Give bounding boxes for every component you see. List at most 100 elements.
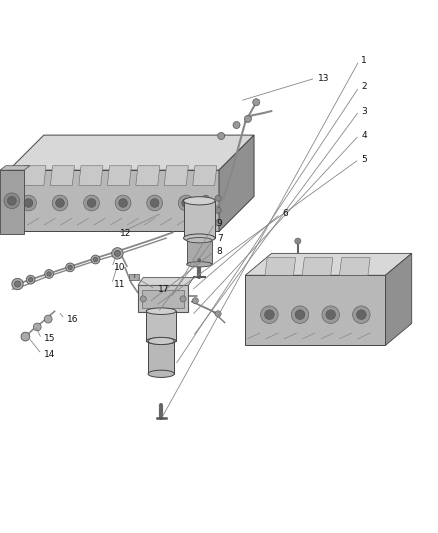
Circle shape — [265, 310, 274, 319]
Polygon shape — [142, 290, 184, 308]
Polygon shape — [136, 166, 160, 185]
Circle shape — [33, 323, 41, 331]
Circle shape — [14, 281, 21, 287]
Text: 16: 16 — [67, 314, 78, 324]
Polygon shape — [339, 258, 370, 275]
Polygon shape — [50, 166, 74, 185]
Ellipse shape — [184, 197, 215, 205]
Circle shape — [178, 195, 194, 211]
Circle shape — [56, 199, 64, 207]
Circle shape — [21, 332, 30, 341]
Polygon shape — [245, 275, 385, 345]
Circle shape — [295, 238, 301, 244]
Circle shape — [182, 199, 191, 207]
Polygon shape — [0, 166, 30, 170]
Circle shape — [4, 193, 20, 209]
Text: 4: 4 — [361, 131, 367, 140]
Text: 6: 6 — [283, 209, 288, 219]
Circle shape — [140, 296, 146, 302]
Circle shape — [261, 306, 278, 324]
Circle shape — [66, 263, 74, 272]
Circle shape — [24, 199, 33, 207]
Circle shape — [26, 275, 35, 284]
Ellipse shape — [187, 262, 212, 267]
Circle shape — [84, 195, 99, 211]
Bar — [148, 341, 174, 374]
Ellipse shape — [148, 370, 174, 377]
Polygon shape — [138, 285, 188, 312]
Circle shape — [203, 220, 209, 226]
Circle shape — [218, 133, 225, 140]
Circle shape — [180, 296, 186, 302]
Circle shape — [353, 306, 370, 324]
Circle shape — [150, 199, 159, 207]
Polygon shape — [302, 258, 333, 275]
Circle shape — [115, 251, 120, 255]
Polygon shape — [79, 166, 103, 185]
Text: 14: 14 — [44, 350, 55, 359]
Polygon shape — [164, 166, 188, 185]
Circle shape — [291, 306, 309, 324]
Bar — [129, 273, 139, 280]
Text: 2: 2 — [361, 83, 367, 92]
Polygon shape — [265, 258, 296, 275]
Circle shape — [7, 197, 16, 205]
Circle shape — [28, 278, 33, 282]
Polygon shape — [9, 135, 254, 170]
Polygon shape — [138, 278, 194, 285]
Ellipse shape — [187, 238, 212, 243]
Circle shape — [93, 257, 98, 262]
Polygon shape — [219, 135, 254, 231]
Polygon shape — [385, 253, 412, 345]
Polygon shape — [9, 170, 219, 231]
Circle shape — [68, 265, 72, 270]
Text: 9: 9 — [217, 219, 223, 228]
Circle shape — [12, 278, 23, 290]
Circle shape — [87, 199, 96, 207]
Polygon shape — [193, 166, 217, 185]
Circle shape — [13, 280, 22, 288]
Polygon shape — [245, 253, 412, 275]
Circle shape — [215, 220, 221, 226]
Circle shape — [112, 248, 123, 259]
Circle shape — [203, 195, 209, 201]
Circle shape — [357, 310, 366, 319]
Circle shape — [114, 251, 120, 256]
Text: 8: 8 — [217, 247, 223, 256]
Circle shape — [52, 195, 68, 211]
Bar — [187, 240, 212, 264]
Circle shape — [295, 310, 305, 319]
Circle shape — [322, 306, 339, 324]
Text: 17: 17 — [158, 285, 169, 294]
Polygon shape — [22, 166, 46, 185]
Text: 3: 3 — [361, 107, 367, 116]
Circle shape — [215, 207, 221, 214]
Circle shape — [215, 311, 221, 317]
Text: 5: 5 — [361, 155, 367, 164]
Text: 12: 12 — [120, 229, 132, 238]
Text: 7: 7 — [217, 233, 223, 243]
Circle shape — [47, 272, 51, 276]
Circle shape — [21, 195, 36, 211]
Circle shape — [44, 315, 52, 323]
Ellipse shape — [148, 337, 174, 344]
Text: 13: 13 — [318, 74, 329, 83]
Circle shape — [203, 207, 209, 214]
Circle shape — [233, 122, 240, 128]
Text: 15: 15 — [44, 334, 55, 343]
Circle shape — [253, 99, 260, 106]
Circle shape — [15, 282, 20, 286]
Bar — [184, 201, 215, 238]
Ellipse shape — [184, 234, 215, 242]
Text: 10: 10 — [114, 263, 125, 272]
Circle shape — [115, 195, 131, 211]
Text: 1: 1 — [361, 56, 367, 65]
Circle shape — [215, 195, 221, 201]
Circle shape — [45, 270, 53, 278]
Ellipse shape — [146, 308, 176, 314]
Circle shape — [326, 310, 336, 319]
Circle shape — [147, 195, 162, 211]
Circle shape — [192, 297, 198, 304]
Bar — [146, 311, 176, 341]
Circle shape — [244, 115, 251, 123]
